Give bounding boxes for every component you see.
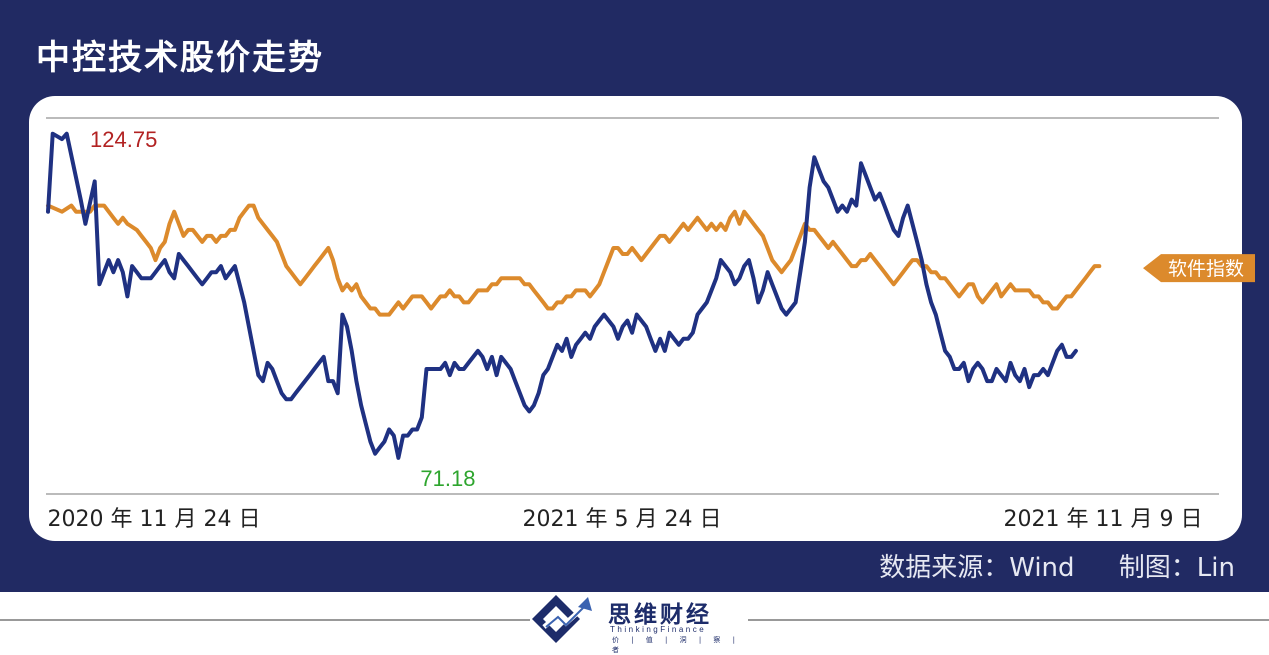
software-index-label: 软件指数 [1168, 258, 1244, 280]
x-tick-label: 2021 年 5 月 24 日 [523, 507, 722, 532]
chart-title: 中控技术股价走势 [36, 38, 324, 78]
brand-mark-icon [532, 595, 592, 643]
footer-divider-left [0, 619, 530, 621]
chart-frame: 中控技术股价走势 数据来源：Wind 制图：Lin [0, 0, 1269, 592]
software-index-tag [1143, 254, 1255, 283]
series-line-software-index [46, 203, 1102, 317]
source-caption: 数据来源：Wind 制图：Lin [879, 547, 1235, 584]
line-chart: 2020 年 11 月 24 日 2021 年 5 月 24 日 2021 年 11… [46, 117, 1255, 532]
brand-name-cn: 思维财经 [608, 602, 712, 628]
brand-name-en: ThinkingFinance [610, 625, 707, 634]
max-price-label: 124.75 [90, 127, 157, 152]
brand-logo: 思维财经 ThinkingFinance 价 | 值 | 洞 | 察 | 者 [530, 593, 750, 654]
drawn-by-label: 制图：Lin [1118, 553, 1235, 583]
data-source-label: 数据来源：Wind [879, 553, 1075, 583]
footer-divider-right [748, 619, 1269, 621]
x-tick-label: 2021 年 11 月 9 日 [1004, 507, 1203, 532]
series-line-stock [46, 131, 1078, 460]
min-price-label: 71.18 [420, 466, 475, 491]
brand-slogan: 价 | 值 | 洞 | 察 | 者 [612, 636, 741, 654]
x-tick-label: 2020 年 11 月 24 日 [48, 507, 261, 532]
